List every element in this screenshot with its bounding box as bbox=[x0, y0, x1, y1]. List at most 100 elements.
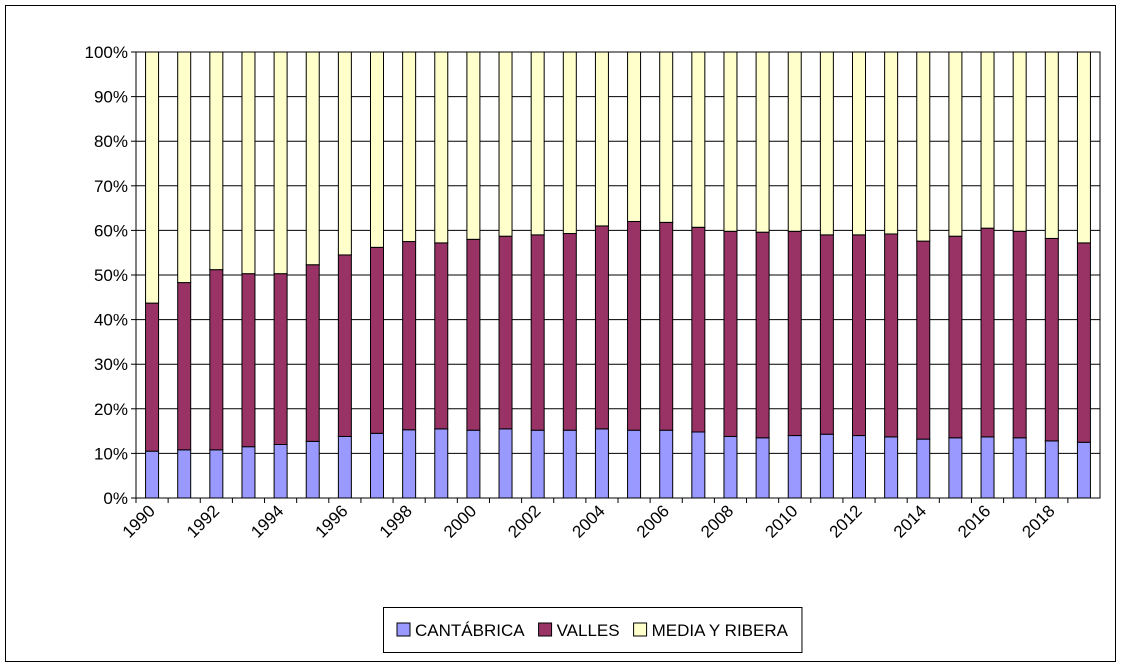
bar-segment bbox=[402, 51, 417, 243]
legend-swatch bbox=[538, 622, 553, 637]
bar-segment bbox=[787, 230, 802, 437]
y-tick-label: 30% bbox=[94, 355, 128, 374]
bar-segment bbox=[209, 269, 224, 451]
bar-segment bbox=[498, 428, 513, 499]
legend-label: VALLES bbox=[557, 621, 620, 640]
bar-segment bbox=[1044, 51, 1059, 239]
bar-segment bbox=[1044, 237, 1059, 442]
bar-segment bbox=[498, 51, 513, 237]
bar-segment bbox=[916, 240, 931, 440]
y-tick-label: 50% bbox=[94, 266, 128, 285]
bar-segment bbox=[755, 51, 770, 233]
bar-segment bbox=[241, 446, 256, 499]
bar-segment bbox=[916, 438, 931, 499]
bar-segment bbox=[305, 440, 320, 499]
bar-segment bbox=[370, 51, 384, 248]
bar-segment bbox=[980, 436, 995, 499]
bar-segment bbox=[948, 51, 963, 237]
bar-segment bbox=[1012, 230, 1027, 439]
bar-segment bbox=[305, 51, 320, 266]
bar-segment bbox=[755, 437, 770, 499]
bar-segment bbox=[434, 51, 449, 244]
y-tick-label: 100% bbox=[85, 43, 128, 62]
bar-segment bbox=[466, 51, 481, 240]
bar-segment bbox=[627, 220, 642, 431]
bar-segment bbox=[819, 433, 834, 499]
y-tick-label: 20% bbox=[94, 400, 128, 419]
bar-segment bbox=[884, 51, 899, 235]
legend-swatch bbox=[396, 622, 411, 637]
bar-segment bbox=[1044, 440, 1059, 499]
bar-segment bbox=[980, 227, 995, 438]
bar-segment bbox=[145, 450, 160, 499]
bar-segment bbox=[594, 428, 609, 499]
legend-label: CANTÁBRICA bbox=[415, 621, 525, 640]
bar-segment bbox=[691, 51, 706, 228]
bar-segment bbox=[980, 51, 995, 229]
bar-segment bbox=[370, 246, 384, 434]
bar-segment bbox=[884, 436, 899, 499]
bar-segment bbox=[530, 234, 545, 431]
bar-segment bbox=[594, 51, 609, 227]
y-tick-label: 60% bbox=[94, 221, 128, 240]
bar-segment bbox=[241, 51, 256, 275]
bar-segment bbox=[659, 221, 674, 431]
bar-segment bbox=[819, 234, 834, 435]
bar-segment bbox=[627, 51, 642, 222]
legend-swatch bbox=[633, 622, 648, 637]
bar-segment bbox=[723, 230, 738, 437]
bar-segment bbox=[594, 225, 609, 430]
bar-segment bbox=[305, 264, 320, 442]
bar-segment bbox=[241, 273, 256, 448]
bar-segment bbox=[659, 429, 674, 499]
bar-segment bbox=[562, 233, 577, 431]
bar-segment bbox=[530, 51, 545, 236]
bar-segment bbox=[177, 449, 192, 499]
bar-segment bbox=[273, 443, 288, 499]
bar-segment bbox=[434, 242, 449, 430]
bar-segment bbox=[337, 51, 352, 256]
y-tick-label: 0% bbox=[103, 489, 128, 508]
bar-segment bbox=[562, 429, 577, 499]
bar-segment bbox=[1012, 437, 1027, 499]
y-tick-label: 10% bbox=[94, 444, 128, 463]
legend-box bbox=[383, 607, 803, 653]
bar-segment bbox=[659, 51, 674, 223]
bar-segment bbox=[337, 254, 352, 437]
y-tick-label: 90% bbox=[94, 88, 128, 107]
bar-segment bbox=[819, 51, 834, 236]
bar-segment bbox=[787, 435, 802, 499]
bar-segment bbox=[434, 428, 449, 499]
bar-segment bbox=[209, 449, 224, 499]
bar-segment bbox=[562, 51, 577, 235]
bar-segment bbox=[177, 282, 192, 451]
bar-segment bbox=[145, 302, 160, 452]
bar-segment bbox=[723, 51, 738, 232]
bar-segment bbox=[852, 435, 866, 499]
bar-segment bbox=[755, 231, 770, 439]
bar-segment bbox=[948, 437, 963, 499]
bar-segment bbox=[466, 429, 481, 499]
y-tick-label: 40% bbox=[94, 311, 128, 330]
bar-segment bbox=[916, 51, 931, 242]
bar-segment bbox=[273, 273, 288, 445]
bar-segment bbox=[530, 429, 545, 499]
bar-segment bbox=[273, 51, 288, 275]
bar-segment bbox=[1076, 441, 1091, 499]
bar-segment bbox=[884, 233, 899, 438]
bar-segment bbox=[337, 435, 352, 499]
bar-segment bbox=[402, 429, 417, 499]
bar-segment bbox=[1076, 51, 1091, 244]
bar-segment bbox=[370, 432, 384, 499]
bar-segment bbox=[852, 234, 866, 437]
bar-segment bbox=[852, 51, 866, 236]
bar-segment bbox=[948, 235, 963, 439]
bar-segment bbox=[1012, 51, 1027, 232]
legend-label: MEDIA Y RIBERA bbox=[652, 621, 789, 640]
bar-segment bbox=[723, 435, 738, 499]
bar-segment bbox=[691, 431, 706, 499]
bar-segment bbox=[402, 241, 417, 431]
bar-segment bbox=[209, 51, 224, 271]
y-tick-label: 80% bbox=[94, 132, 128, 151]
